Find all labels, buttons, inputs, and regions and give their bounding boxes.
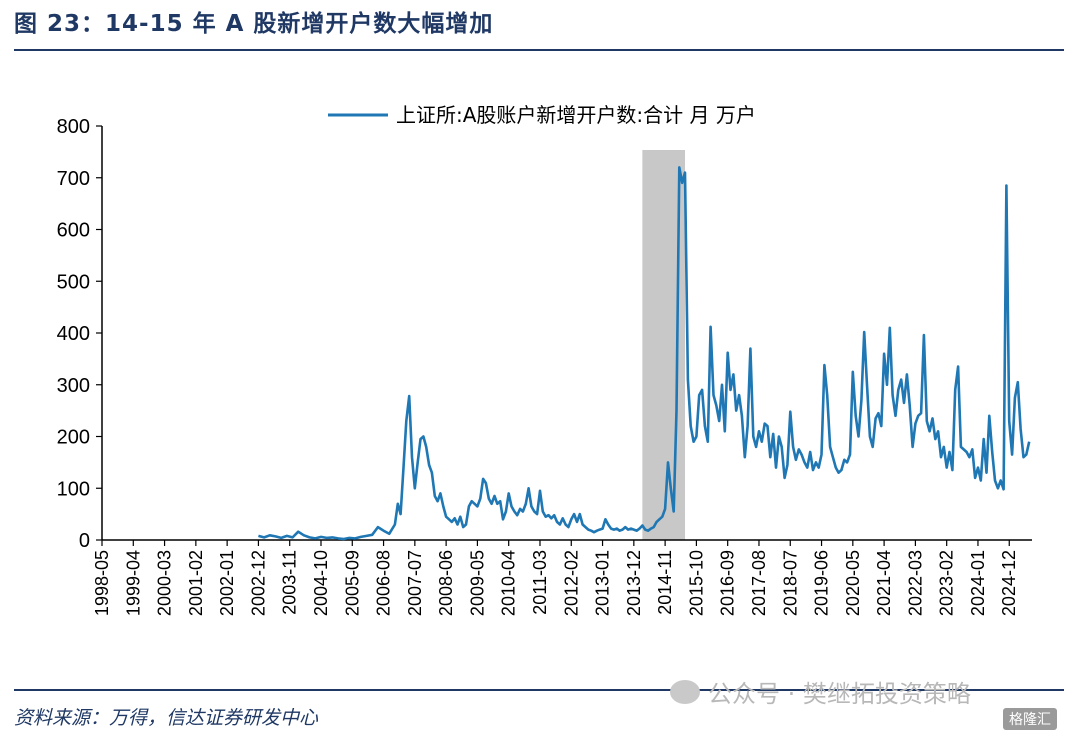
x-tick-label: 2003-11: [280, 550, 300, 615]
x-tick-label: 2007-07: [405, 550, 425, 616]
x-tick-label: 2023-02: [937, 550, 957, 616]
x-tick-label: 2005-09: [342, 550, 362, 616]
source-note: 资料来源：万得，信达证券研发中心: [14, 707, 319, 729]
y-tick-label: 800: [57, 116, 90, 138]
x-tick-label: 2002-01: [217, 550, 237, 616]
watermark: 公众号 · 樊继拓投资策略: [670, 674, 971, 709]
x-tick-label: 2009-05: [467, 550, 487, 616]
y-tick-label: 200: [57, 427, 90, 449]
x-tick-label: 2012-02: [561, 550, 581, 616]
x-tick-label: 2013-12: [624, 550, 644, 616]
source-rule: [14, 689, 1064, 691]
y-tick-label: 400: [57, 323, 90, 345]
x-tick-label: 2008-06: [436, 550, 456, 616]
x-tick-label: 2020-05: [843, 550, 863, 616]
x-tick-label: 2004-10: [311, 550, 331, 616]
legend-layer: 上证所:A股账户新增开户数:合计 月 万户: [328, 103, 756, 127]
y-tick-label: 100: [57, 478, 90, 500]
x-tick-label: 2013-01: [593, 550, 613, 616]
x-tick-label: 2022-03: [905, 550, 925, 616]
y-tick-label: 700: [57, 168, 90, 190]
y-tick-label: 600: [57, 220, 90, 242]
x-tick-label: 2019-06: [812, 550, 832, 616]
wechat-icon: [670, 679, 700, 704]
x-tick-label: 2001-02: [186, 550, 206, 616]
x-tick-label: 2014-11: [655, 550, 675, 615]
x-tick-label: 2024-12: [999, 550, 1019, 616]
x-tick-label: 1999-04: [123, 550, 143, 616]
legend-label: 上证所:A股账户新增开户数:合计 月 万户: [396, 103, 756, 127]
x-tick-label: 2015-10: [686, 550, 706, 616]
x-tick-label: 2002-12: [248, 550, 268, 616]
x-tick-label: 2018-07: [780, 550, 800, 616]
y-tick-label: 500: [57, 271, 90, 293]
y-tick-label: 0: [79, 530, 90, 552]
y-tick-label: 300: [57, 375, 90, 397]
x-tick-label: 1998-05: [92, 550, 112, 616]
x-tick-label: 2006-08: [374, 550, 394, 616]
x-tick-label: 2017-08: [749, 550, 769, 616]
x-tick-label: 2016-09: [718, 550, 738, 616]
line-chart: 0 100 200 300 400 500 600 700 800 1998-05 1999-04 2…: [57, 103, 1032, 616]
series-layer: [258, 166, 1031, 541]
gelonghui-badge: 格隆汇: [1003, 708, 1057, 730]
x-tick-label: 2000-03: [155, 550, 175, 616]
x-tick-label: 2011-03: [530, 550, 550, 615]
series-line: [258, 166, 1031, 541]
title-rule: [14, 49, 1064, 51]
axes-layer: 0 100 200 300 400 500 600 700 800 1998-05 1999-04 2…: [57, 116, 1032, 616]
x-tick-label: 2024-01: [968, 550, 988, 616]
x-tick-label: 2010-04: [499, 550, 519, 616]
x-tick-label: 2021-04: [874, 550, 894, 616]
watermark-text: 公众号 · 樊继拓投资策略: [708, 680, 971, 708]
figure-title: 图 23：14-15 年 A 股新增开户数大幅增加: [14, 11, 494, 37]
